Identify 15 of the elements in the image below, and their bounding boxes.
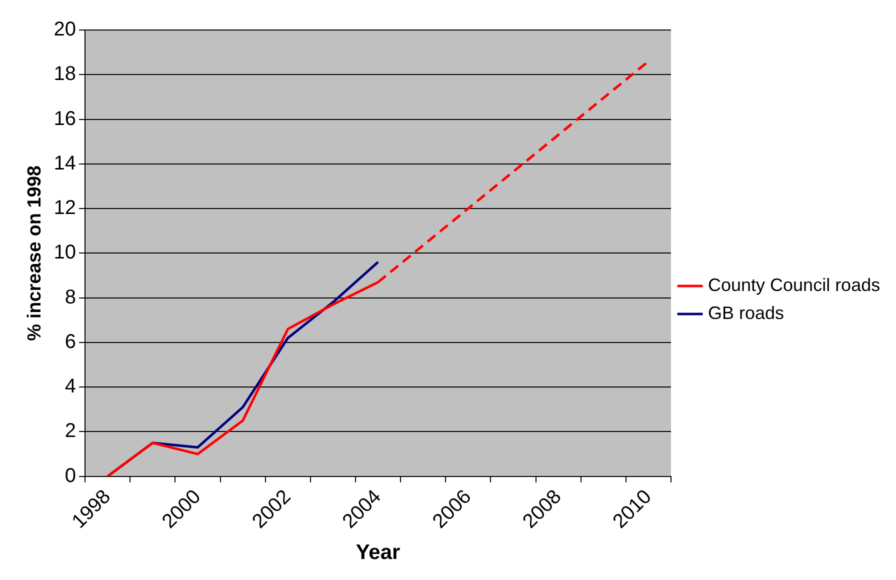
y-tick-label: 10 xyxy=(54,242,76,264)
y-tick-label: 12 xyxy=(54,197,76,220)
y-tick-label: 14 xyxy=(54,152,76,174)
x-axis-title: Year xyxy=(356,541,400,564)
y-axis-title: % increase on 1998 xyxy=(24,166,46,341)
y-tick-label: 0 xyxy=(64,464,76,487)
y-tick-label: 4 xyxy=(64,376,76,398)
y-tick-label: 16 xyxy=(54,108,76,130)
y-tick-label: 2 xyxy=(64,420,76,442)
y-tick-label: 8 xyxy=(64,286,76,308)
legend-label: County Council roads xyxy=(708,274,880,295)
y-tick-label: 18 xyxy=(54,63,76,86)
y-tick-label: 20 xyxy=(54,18,76,41)
legend-label: GB roads xyxy=(708,302,784,323)
y-tick-label: 6 xyxy=(64,330,76,353)
